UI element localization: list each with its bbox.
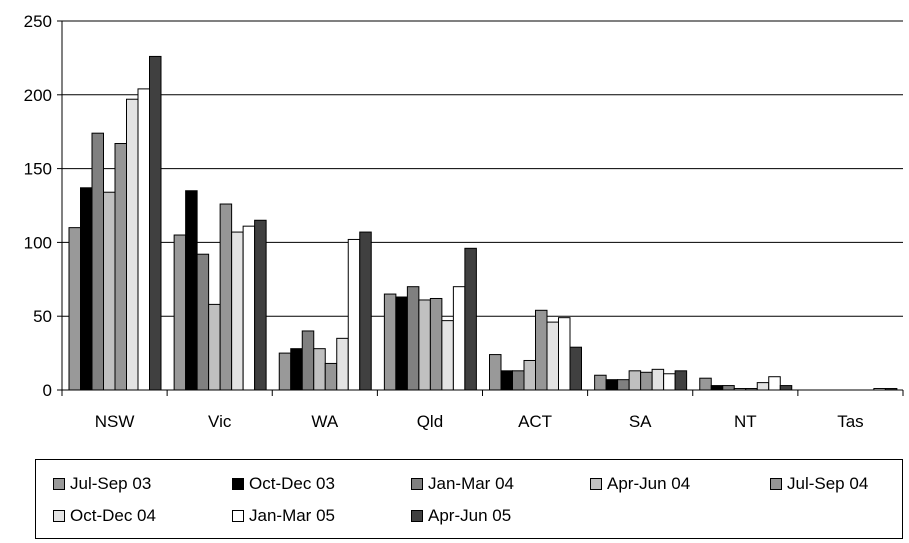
bar-wa-apr-jun-04 (313, 348, 326, 391)
bar-sa-apr-jun-04 (628, 370, 642, 391)
y-tick-label: 0 (43, 381, 52, 400)
bar-sa-jan-mar-04 (617, 379, 630, 391)
y-axis-tick-labels: 0 50 100 150 200 250 (24, 12, 52, 400)
y-tick-label: 100 (24, 233, 52, 252)
bar-act-apr-jun-04 (523, 359, 536, 391)
y-tick-label: 250 (24, 12, 52, 31)
x-tick-label: SA (629, 412, 652, 431)
y-tick-label: 50 (33, 307, 52, 326)
legend-label: Jul-Sep 04 (787, 474, 869, 493)
bar-qld-jan-mar-04 (406, 286, 420, 391)
bar-nt-oct-dec-04 (756, 382, 770, 391)
legend-swatch (411, 510, 423, 522)
bar-wa-jul-sep-04 (324, 362, 338, 391)
legend-item: Jan-Mar 04 (411, 474, 514, 494)
legend-label: Jan-Mar 05 (249, 506, 335, 525)
y-tick-label: 200 (24, 86, 52, 105)
bar-wa-apr-jun-05 (359, 231, 372, 391)
bar-act-apr-jun-05 (569, 346, 582, 391)
bars (68, 55, 898, 391)
bar-nt-apr-jun-05 (779, 385, 793, 391)
bar-qld-jan-mar-05 (452, 286, 466, 391)
legend-label: Jul-Sep 03 (70, 474, 152, 493)
legend-label: Oct-Dec 03 (249, 474, 335, 493)
bar-vic-oct-dec-03 (185, 190, 198, 391)
y-tick-label: 150 (24, 160, 52, 179)
legend-swatch (232, 478, 244, 490)
x-tick-label: WA (311, 412, 338, 431)
bar-act-jul-sep-04 (535, 309, 548, 391)
bar-vic-oct-dec-04 (231, 231, 244, 391)
bar-act-jan-mar-04 (512, 370, 525, 391)
legend-label: Oct-Dec 04 (70, 506, 156, 525)
bar-wa-jan-mar-04 (301, 330, 315, 391)
bar-nsw-jul-sep-03 (68, 227, 81, 391)
legend-swatch (53, 510, 65, 522)
legend-item: Jul-Sep 04 (770, 474, 868, 494)
legend-swatch (590, 478, 602, 490)
bar-act-jan-mar-05 (558, 317, 571, 391)
bar-nsw-apr-jun-05 (149, 55, 162, 391)
bar-sa-apr-jun-05 (674, 370, 688, 391)
bar-nsw-apr-jun-04 (103, 191, 116, 391)
legend-item: Oct-Dec 03 (232, 474, 335, 494)
legend-item: Jan-Mar 05 (232, 506, 335, 526)
bar-wa-jul-sep-03 (278, 352, 292, 391)
bar-vic-jan-mar-05 (242, 225, 256, 391)
legend-label: Apr-Jun 05 (428, 506, 512, 525)
x-tick-label: NSW (95, 412, 135, 431)
bar-nsw-oct-dec-04 (126, 98, 139, 391)
legend-item: Apr-Jun 05 (411, 506, 511, 526)
legend-swatch (232, 510, 244, 522)
legend-label: Jan-Mar 04 (428, 474, 514, 493)
bar-vic-jul-sep-04 (219, 203, 233, 391)
bar-vic-apr-jun-04 (208, 303, 221, 391)
bar-chart: 0 50 100 150 200 250 NSW Vic WA Qld ACT SA NT Tas (24, 12, 904, 431)
x-tick-label: Vic (208, 412, 232, 431)
bar-nsw-jan-mar-05 (137, 88, 150, 391)
legend-item: Apr-Jun 04 (590, 474, 690, 494)
bar-act-oct-dec-03 (500, 370, 513, 391)
bar-act-jul-sep-03 (489, 354, 502, 391)
x-tick-label: ACT (518, 412, 552, 431)
bar-nt-jan-mar-04 (722, 385, 735, 391)
legend-swatch (411, 478, 423, 490)
bar-sa-jul-sep-03 (594, 374, 607, 391)
bar-sa-oct-dec-04 (651, 368, 665, 391)
bar-qld-jul-sep-03 (383, 293, 397, 391)
bar-sa-jul-sep-04 (640, 371, 653, 391)
bar-qld-apr-jun-05 (464, 247, 477, 391)
bar-wa-jan-mar-05 (347, 238, 361, 391)
x-tick-label: Tas (837, 412, 863, 431)
bar-nt-oct-dec-03 (710, 385, 724, 391)
bar-nsw-jan-mar-04 (91, 132, 104, 391)
bar-qld-oct-dec-04 (441, 320, 454, 391)
legend-swatch (53, 478, 65, 490)
x-tick-label: Qld (417, 412, 443, 431)
bar-qld-apr-jun-04 (418, 299, 431, 391)
x-tick-label: NT (734, 412, 757, 431)
legend-item: Jul-Sep 03 (53, 474, 151, 494)
bar-vic-jan-mar-04 (196, 253, 210, 391)
bar-act-oct-dec-04 (546, 321, 559, 391)
x-axis-tick-labels: NSW Vic WA Qld ACT SA NT Tas (95, 412, 864, 431)
legend: Jul-Sep 03 Oct-Dec 03 Jan-Mar 04 Apr-Jun 04… (35, 459, 903, 539)
bar-vic-apr-jun-05 (254, 219, 267, 391)
bar-nsw-oct-dec-03 (80, 187, 93, 391)
bar-wa-oct-dec-03 (290, 348, 303, 391)
bar-nt-jul-sep-03 (699, 377, 712, 391)
legend-item: Oct-Dec 04 (53, 506, 156, 526)
bar-qld-oct-dec-03 (395, 296, 408, 391)
bar-sa-jan-mar-05 (663, 373, 676, 391)
legend-label: Apr-Jun 04 (607, 474, 691, 493)
bar-vic-jul-sep-03 (173, 234, 187, 391)
bar-wa-oct-dec-04 (336, 337, 349, 391)
gridlines (62, 20, 903, 317)
bar-nsw-jul-sep-04 (114, 143, 127, 391)
bar-sa-oct-dec-03 (605, 379, 619, 391)
bar-nt-jan-mar-05 (768, 376, 781, 391)
axes (57, 20, 904, 396)
bar-qld-jul-sep-04 (429, 297, 443, 391)
legend-swatch (770, 478, 782, 490)
